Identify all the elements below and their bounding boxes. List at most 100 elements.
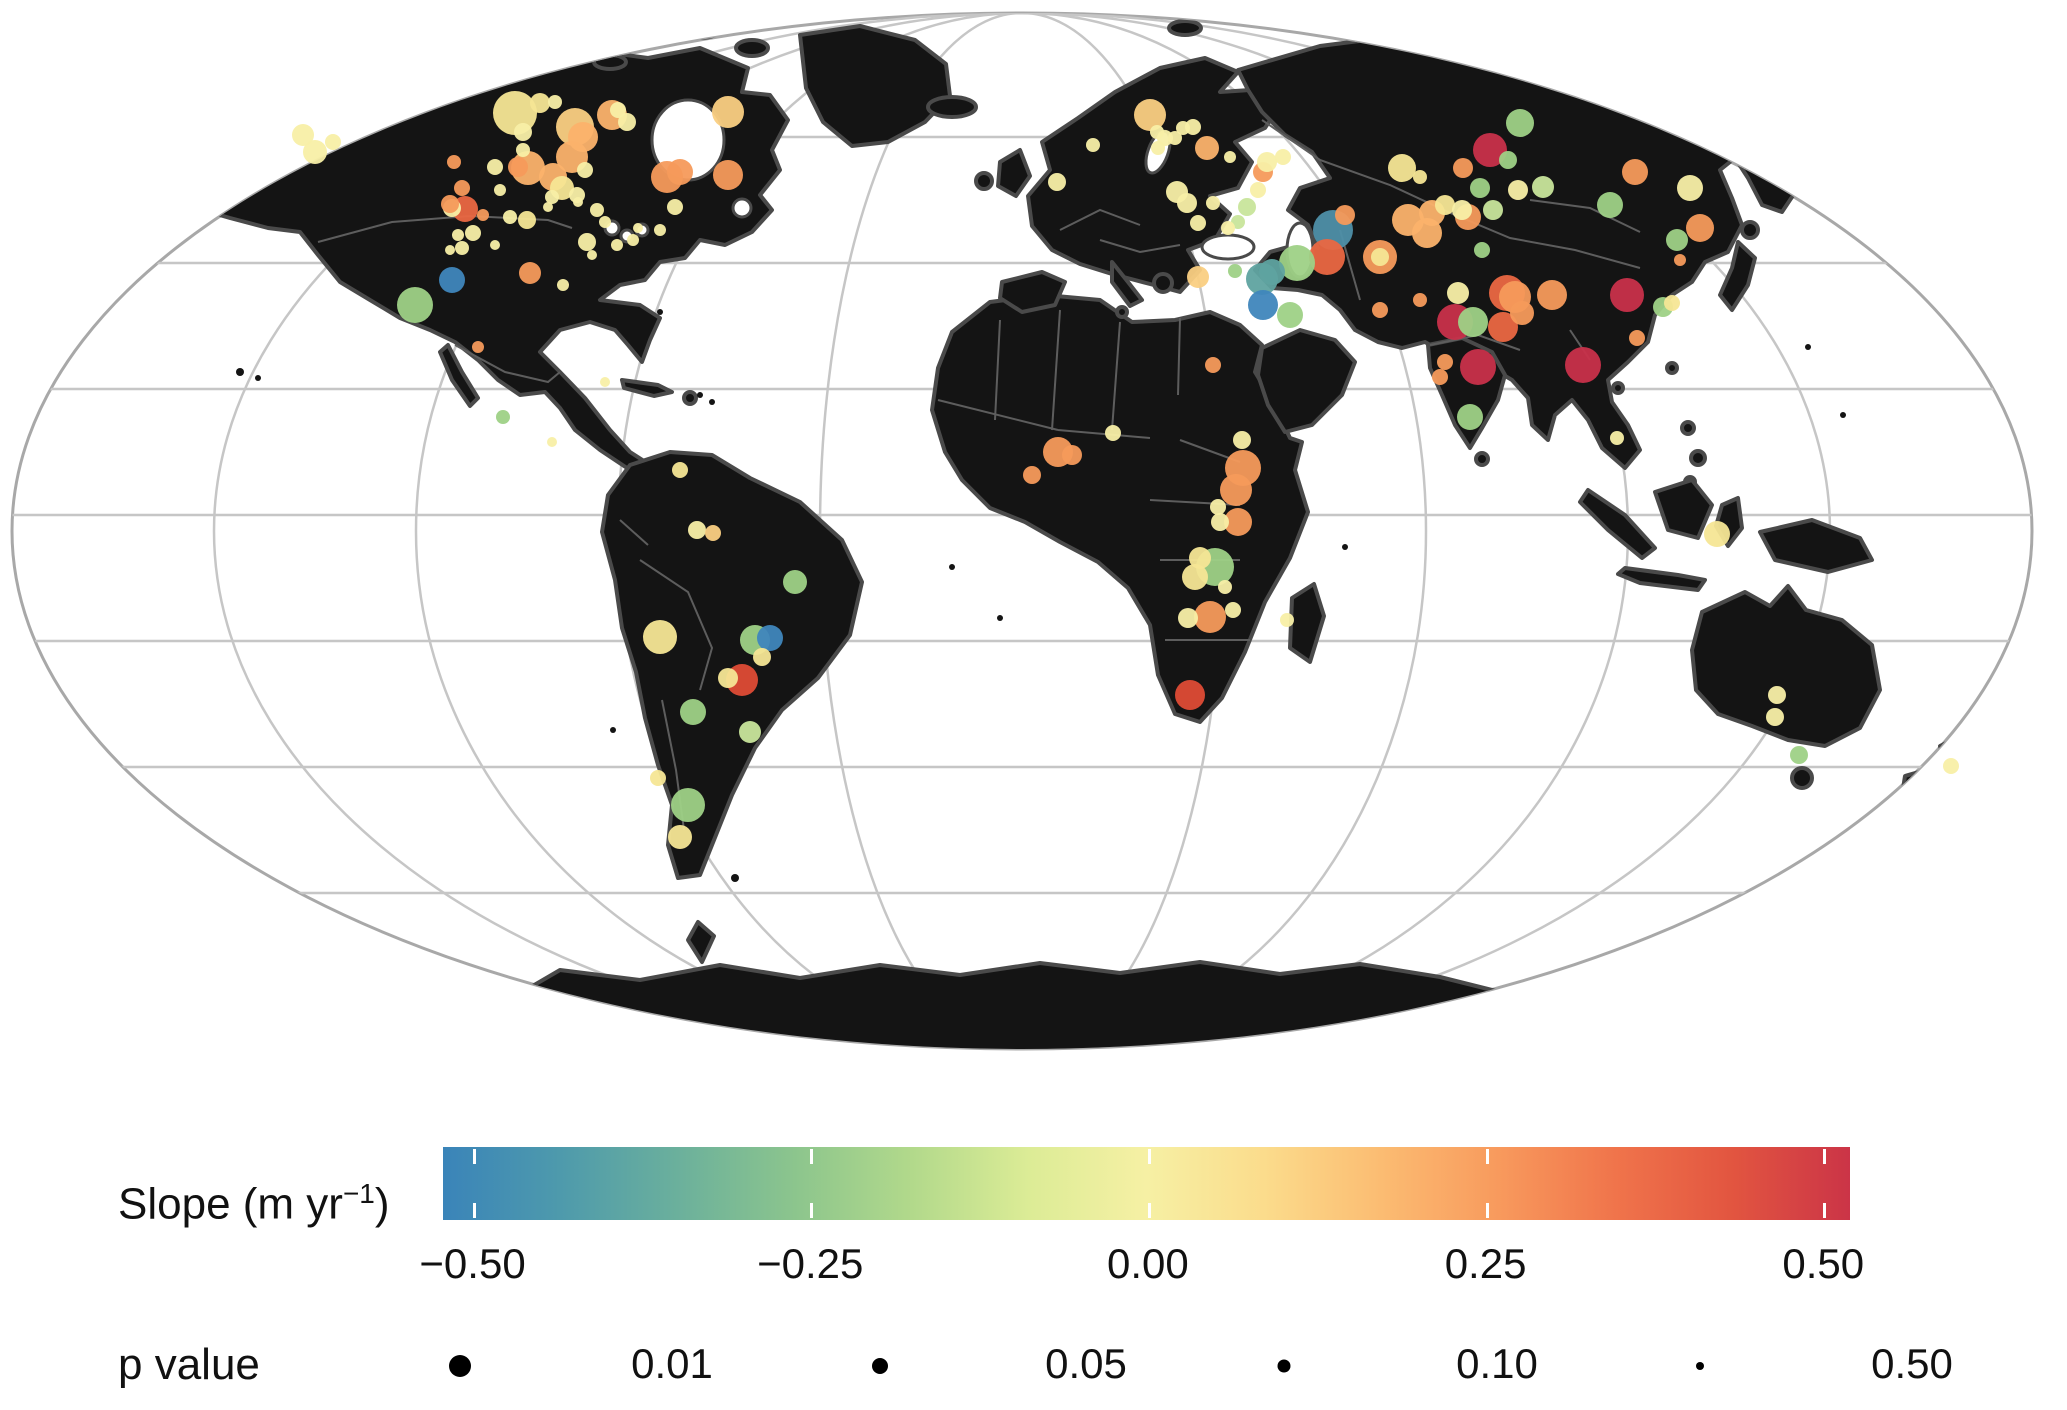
- data-point: [1447, 282, 1469, 304]
- colorbar-tick: [1485, 1149, 1489, 1164]
- data-point: [455, 241, 469, 255]
- data-point: [445, 245, 455, 255]
- data-point: [1210, 499, 1226, 515]
- data-point: [545, 190, 559, 204]
- data-point: [1371, 248, 1389, 266]
- small-islands: [236, 309, 1846, 882]
- gulf-st-lawrence: [731, 197, 753, 219]
- siberian-island: [1466, 13, 1494, 27]
- data-point: [1150, 125, 1164, 139]
- data-point: [454, 180, 470, 196]
- colorbar-tick: [810, 1149, 814, 1164]
- data-point: [643, 620, 677, 654]
- sicily: [1115, 305, 1129, 319]
- data-point: [1220, 474, 1252, 506]
- data-point: [672, 462, 688, 478]
- data-point: [1432, 369, 1448, 385]
- data-point: [1470, 178, 1490, 198]
- data-point: [472, 341, 484, 353]
- hainan: [1611, 381, 1625, 395]
- data-point: [490, 240, 500, 250]
- data-point: [1610, 431, 1624, 445]
- data-point: [650, 770, 666, 786]
- pvalue-size-label: 0.01: [631, 1340, 713, 1387]
- greece: [1152, 272, 1174, 294]
- data-point: [518, 211, 536, 229]
- colorbar-tick: [1823, 1203, 1827, 1218]
- data-point: [668, 825, 692, 849]
- colorbar-tick-label: −0.50: [419, 1240, 526, 1287]
- continent-south-america: [600, 450, 864, 880]
- data-point: [1206, 196, 1220, 210]
- data-point: [1224, 508, 1252, 536]
- data-point: [1597, 192, 1623, 218]
- data-point: [1177, 193, 1197, 213]
- data-point: [680, 699, 706, 725]
- data-point: [1506, 109, 1534, 137]
- data-point: [1499, 151, 1517, 169]
- arabia: [1256, 328, 1357, 434]
- philippines: [1689, 449, 1707, 467]
- pvalue-size-dot: [1277, 1359, 1291, 1373]
- colorbar-tick: [1485, 1203, 1489, 1218]
- pvalue-legend-title: p value: [118, 1340, 260, 1389]
- hispaniola: [682, 390, 698, 406]
- tasmania: [1790, 766, 1814, 790]
- data-point: [1224, 151, 1236, 163]
- ireland: [974, 171, 994, 191]
- data-point: [618, 113, 636, 131]
- world-map: [10, 11, 2034, 1051]
- data-point: [477, 209, 489, 221]
- pvalue-size-dot: [1696, 1362, 1704, 1370]
- data-point: [712, 96, 744, 128]
- slope-colorbar: [443, 1147, 1850, 1220]
- data-point: [1105, 425, 1121, 441]
- data-point: [667, 199, 683, 215]
- arctic-island: [678, 20, 722, 40]
- new-guinea: [1758, 518, 1874, 574]
- data-point: [1943, 758, 1959, 774]
- data-point: [1473, 133, 1507, 167]
- data-point: [633, 223, 643, 233]
- data-point: [1458, 307, 1488, 337]
- data-point: [1062, 445, 1082, 465]
- pvalue-size-label: 0.10: [1456, 1340, 1538, 1387]
- data-point: [1565, 347, 1601, 383]
- data-point: [557, 279, 569, 291]
- data-point: [1048, 173, 1066, 191]
- data-point: [1437, 354, 1453, 370]
- data-point: [1211, 513, 1229, 531]
- data-point: [1532, 176, 1554, 198]
- data-point: [292, 124, 314, 146]
- data-point: [1168, 131, 1182, 145]
- data-point: [671, 788, 705, 822]
- data-point: [1187, 266, 1209, 288]
- data-point: [1686, 214, 1714, 242]
- data-point: [1182, 564, 1208, 590]
- data-point: [1413, 170, 1427, 184]
- data-point: [514, 123, 532, 141]
- data-point: [753, 648, 771, 666]
- data-point: [1275, 149, 1291, 165]
- borneo: [1653, 478, 1714, 540]
- data-point: [1453, 158, 1473, 178]
- data-points-layer: [292, 91, 1959, 849]
- pvalue-size-dot: [872, 1358, 888, 1374]
- data-point: [452, 229, 464, 241]
- data-point: [1151, 141, 1165, 155]
- data-point: [1372, 302, 1388, 318]
- data-point: [1279, 245, 1315, 281]
- data-point: [1664, 295, 1680, 311]
- great-britain: [996, 148, 1032, 198]
- data-point: [577, 162, 593, 178]
- data-point: [503, 210, 517, 224]
- iberia: [998, 270, 1067, 314]
- data-point: [1510, 301, 1534, 325]
- data-point: [1175, 680, 1205, 710]
- data-point: [1610, 278, 1644, 312]
- data-point: [1309, 239, 1345, 275]
- data-point: [496, 410, 510, 424]
- data-point: [1233, 431, 1251, 449]
- data-point: [1460, 349, 1496, 385]
